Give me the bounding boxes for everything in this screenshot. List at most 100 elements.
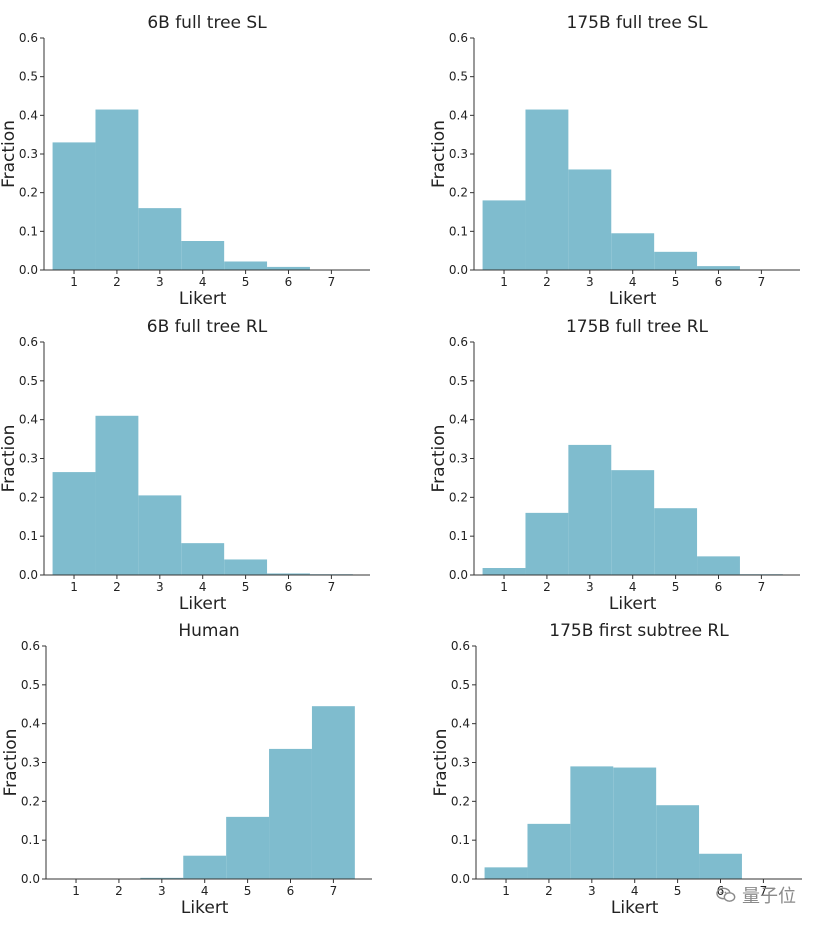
y-tick-label: 0.1 [19, 529, 38, 543]
bar-5-7 [311, 706, 355, 879]
chart-title: 175B full tree SL [567, 13, 709, 33]
y-tick-label: 0.2 [19, 490, 38, 504]
x-tick-label: 6 [715, 580, 723, 594]
x-tick-label: 7 [328, 580, 336, 594]
y-tick-label: 0.6 [21, 639, 40, 653]
y-tick-label: 0.2 [451, 794, 470, 808]
y-tick-label: 0.1 [19, 224, 38, 238]
y-tick-label: 0.4 [19, 413, 38, 427]
y-tick-label: 0.6 [451, 639, 470, 653]
y-axis-label: Fraction [431, 729, 451, 797]
y-tick-label: 0.5 [19, 374, 38, 388]
y-tick-label: 0.2 [449, 490, 468, 504]
bar-2-3 [568, 169, 612, 270]
y-tick-label: 0.3 [19, 452, 38, 466]
bar-5-4 [183, 855, 227, 879]
bar-5-6 [269, 748, 312, 879]
y-tick-label: 0.4 [451, 717, 470, 731]
x-tick-label: 4 [629, 275, 637, 289]
y-tick-label: 0.2 [449, 186, 468, 200]
bar-4-4 [611, 470, 655, 575]
x-tick-label: 7 [758, 275, 766, 289]
y-axis-label: Fraction [429, 425, 449, 493]
x-tick-label: 7 [758, 580, 766, 594]
bar-4-1 [482, 568, 526, 575]
y-axis-label: Fraction [1, 729, 21, 797]
y-tick-label: 0.6 [449, 335, 468, 349]
bar-1-6 [267, 266, 310, 270]
x-tick-label: 2 [113, 580, 121, 594]
bar-6-5 [656, 805, 700, 879]
bar-4-5 [654, 508, 698, 575]
x-tick-label: 2 [545, 884, 553, 898]
x-tick-label: 3 [158, 884, 166, 898]
x-tick-label: 7 [330, 884, 338, 898]
x-tick-label: 2 [115, 884, 123, 898]
bar-1-3 [138, 208, 182, 270]
y-tick-label: 0.0 [449, 568, 468, 582]
x-tick-label: 5 [242, 275, 250, 289]
y-tick-label: 0.4 [19, 108, 38, 122]
bar-1-2 [95, 109, 139, 271]
x-tick-label: 6 [287, 884, 295, 898]
bar-4-6 [697, 556, 740, 575]
y-tick-label: 0.5 [19, 70, 38, 84]
chart-title: 6B full tree RL [147, 317, 268, 337]
x-tick-label: 5 [672, 580, 680, 594]
chart-title: 6B full tree SL [147, 13, 267, 33]
y-tick-label: 0.2 [21, 794, 40, 808]
y-tick-label: 0.0 [449, 263, 468, 277]
y-axis-label: Fraction [0, 425, 19, 493]
bar-2-6 [697, 266, 740, 270]
chart-title: Human [178, 621, 239, 641]
x-tick-label: 6 [285, 275, 293, 289]
x-tick-label: 2 [543, 275, 551, 289]
x-tick-label: 5 [674, 884, 682, 898]
x-tick-label: 3 [588, 884, 596, 898]
x-tick-label: 4 [201, 884, 209, 898]
x-tick-label: 7 [760, 884, 768, 898]
x-tick-label: 4 [629, 580, 637, 594]
y-tick-label: 0.0 [19, 263, 38, 277]
x-tick-label: 3 [156, 275, 164, 289]
x-tick-label: 1 [502, 884, 510, 898]
watermark-text: 量子位 [742, 886, 796, 907]
x-tick-label: 2 [543, 580, 551, 594]
x-tick-label: 4 [199, 275, 207, 289]
bar-1-5 [224, 261, 268, 270]
bar-2-4 [611, 233, 655, 270]
bar-5-5 [226, 816, 270, 879]
y-tick-label: 0.3 [21, 756, 40, 770]
x-tick-label: 1 [72, 884, 80, 898]
x-tick-label: 6 [715, 275, 723, 289]
x-tick-label: 1 [500, 275, 508, 289]
y-tick-label: 0.0 [19, 568, 38, 582]
y-tick-label: 0.6 [19, 31, 38, 45]
bar-5-3 [140, 877, 184, 879]
y-tick-label: 0.5 [449, 374, 468, 388]
bar-3-1 [52, 472, 96, 575]
x-axis-label: Likert [179, 289, 227, 309]
x-tick-label: 1 [70, 275, 78, 289]
y-tick-label: 0.3 [19, 147, 38, 161]
x-tick-label: 3 [156, 580, 164, 594]
y-tick-label: 0.6 [19, 335, 38, 349]
y-tick-label: 0.4 [21, 717, 40, 731]
chart-title: 175B first subtree RL [549, 621, 729, 641]
bar-2-1 [482, 200, 526, 270]
y-tick-label: 0.1 [451, 833, 470, 847]
y-tick-label: 0.5 [451, 678, 470, 692]
x-tick-label: 4 [199, 580, 207, 594]
x-tick-label: 4 [631, 884, 639, 898]
x-axis-label: Likert [181, 898, 229, 918]
bar-4-3 [568, 444, 612, 575]
x-axis-label: Likert [609, 594, 657, 614]
y-axis-label: Fraction [0, 120, 19, 188]
bar-6-3 [570, 766, 614, 879]
y-tick-label: 0.1 [449, 224, 468, 238]
y-tick-label: 0.5 [21, 678, 40, 692]
y-tick-label: 0.4 [449, 108, 468, 122]
x-tick-label: 3 [586, 275, 594, 289]
x-tick-label: 1 [500, 580, 508, 594]
